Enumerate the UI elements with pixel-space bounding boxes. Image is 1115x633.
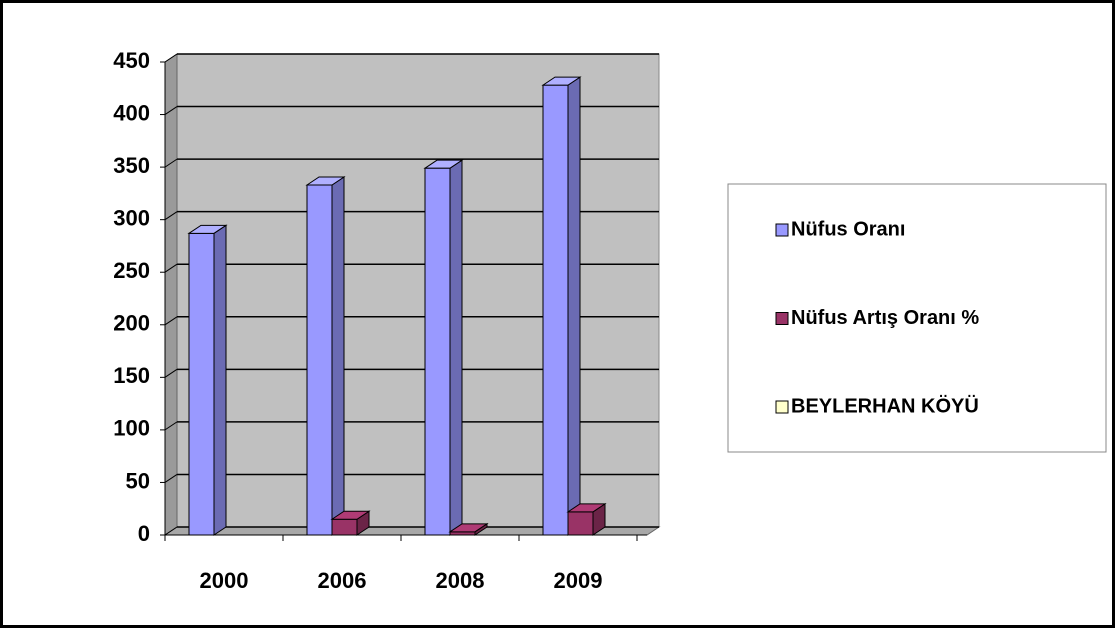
bar [330, 510, 371, 536]
bar [423, 159, 464, 536]
bar-face [423, 159, 464, 169]
bar [566, 502, 607, 536]
bar-face [567, 511, 594, 536]
back-wall [176, 53, 660, 528]
bar-face [449, 159, 463, 536]
bar [305, 176, 346, 536]
bar [448, 522, 489, 536]
y-tick-label: 400 [113, 100, 150, 125]
bar-face [187, 224, 228, 234]
bar-face [330, 510, 371, 520]
x-tick-label: 2000 [200, 568, 249, 593]
y-tick-label: 150 [113, 363, 150, 388]
legend-label: Nüfus Artış Oranı % [791, 307, 979, 329]
legend-swatch [775, 223, 789, 237]
y-tick-label: 0 [138, 521, 150, 546]
y-tick-label: 50 [126, 468, 150, 493]
bar-face [424, 167, 451, 536]
bar-face [541, 76, 582, 86]
grid-line-side [164, 316, 178, 326]
bar-face [542, 84, 569, 536]
grid-line-side [164, 158, 178, 168]
grid-line-side [164, 53, 178, 63]
bar-face [306, 184, 333, 536]
grid-line-side [164, 368, 178, 378]
bar-face [567, 76, 581, 536]
legend-swatch [775, 400, 789, 414]
y-tick-label: 100 [113, 416, 150, 441]
side-wall [164, 53, 178, 536]
bar-face [448, 523, 489, 533]
bar-face [213, 224, 227, 536]
x-tick-label: 2008 [436, 568, 485, 593]
x-tick-label: 2009 [554, 568, 603, 593]
legend-box [727, 183, 1107, 453]
bar-face [566, 503, 607, 513]
grid-line-side [164, 474, 178, 483]
legend-label: Nüfus Oranı [791, 218, 905, 240]
y-tick-label: 450 [113, 48, 150, 73]
y-tick-label: 350 [113, 153, 150, 178]
y-tick-label: 200 [113, 311, 150, 336]
y-tick-label: 250 [113, 258, 150, 283]
bar [541, 76, 582, 536]
grid-line-side [164, 211, 178, 221]
grid-line-side [164, 263, 178, 273]
x-tick-label: 2006 [318, 568, 367, 593]
bar-face [331, 518, 358, 536]
y-tick-label: 300 [113, 205, 150, 230]
grid-line-side [164, 526, 178, 536]
grid-line-side [164, 106, 178, 115]
bar-face [188, 232, 215, 536]
bar-face [331, 176, 345, 536]
legend-swatch [775, 312, 789, 325]
bar-face [305, 176, 346, 186]
grid-line-side [164, 421, 178, 431]
legend-label: BEYLERHAN KÖYÜ [791, 394, 979, 417]
bar [187, 224, 228, 536]
